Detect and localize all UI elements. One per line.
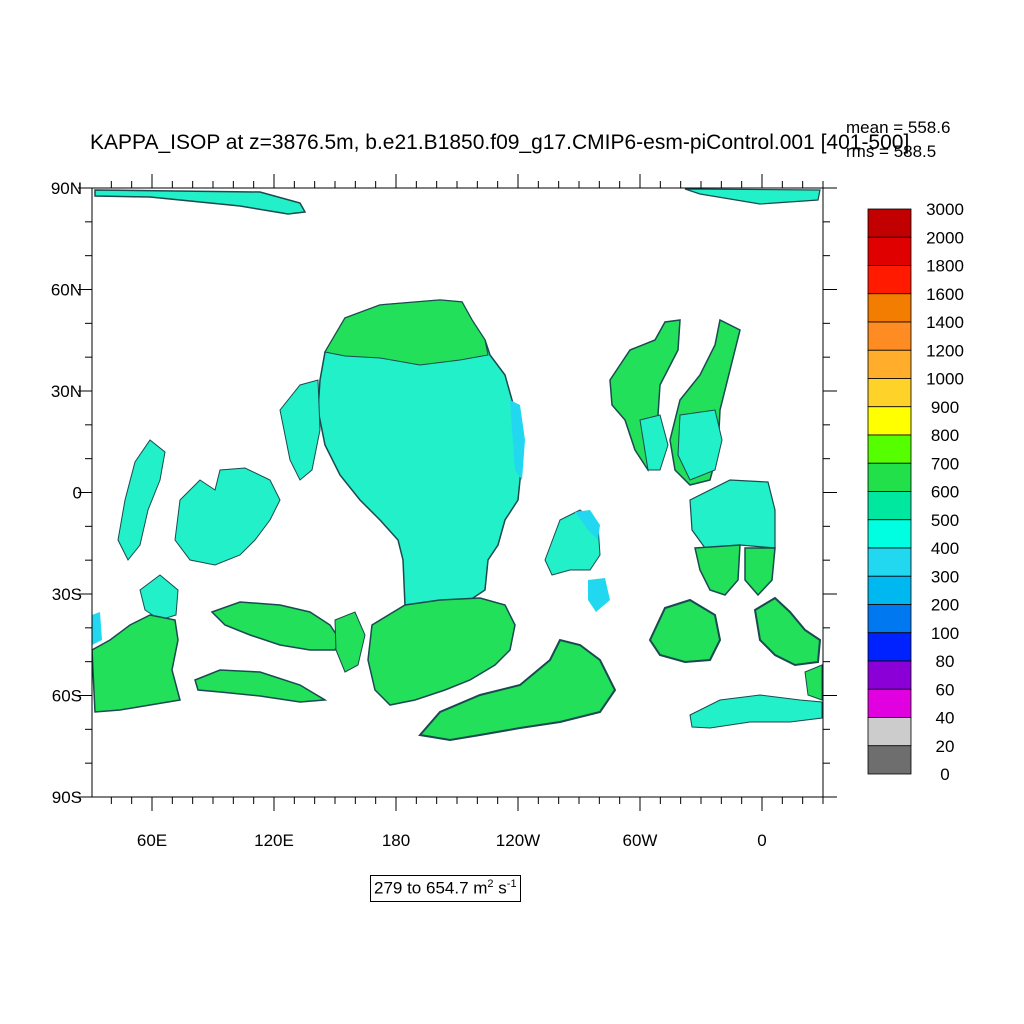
colorbar-swatch (867, 349, 912, 379)
colorbar-label: 300 (931, 567, 959, 586)
region-southern-ocean-1 (194, 669, 328, 703)
colorbar-swatch (867, 236, 912, 266)
colorbar-label: 1000 (926, 370, 964, 389)
region-south-atlantic (648, 598, 722, 664)
axis-tick-labels: 90N 60N 30N 0 30S 60S 90S 60E 120E 180 120W 60W 0 (51, 179, 767, 850)
colorbar-swatch (867, 604, 912, 634)
colorbar-swatch (867, 434, 912, 464)
colorbar-swatch (867, 491, 912, 521)
y-tick-label: 60N (51, 281, 82, 300)
colorbar: 3000200018001600140012001000900800700600… (867, 200, 964, 784)
mean-stat: mean = 558.6 (846, 118, 951, 137)
colorbar-swatch (867, 745, 912, 775)
region-atlantic-low (639, 414, 669, 471)
colorbar-label: 0 (940, 765, 949, 784)
region-southern-ocean-3 (804, 664, 823, 701)
colorbar-swatch (867, 293, 912, 323)
region-southern-band (689, 694, 823, 729)
x-tick-label: 60E (137, 831, 167, 850)
colorbar-swatch (867, 462, 912, 492)
colorbar-label: 900 (931, 398, 959, 417)
range-exp1: 2 (487, 878, 494, 890)
region-north-atlantic (609, 319, 681, 472)
region-west-pacific-3 (117, 439, 166, 561)
region-cyan-fringe-3 (92, 612, 102, 645)
region-south-pacific (367, 597, 516, 706)
y-tick-label: 30N (51, 382, 82, 401)
map-field (92, 188, 823, 742)
y-tick-label: 60S (52, 687, 82, 706)
region-south-atlantic-e (744, 547, 776, 597)
rms-stat: rms = 588.5 (846, 142, 937, 161)
colorbar-label: 500 (931, 511, 959, 530)
colorbar-label: 2000 (926, 228, 964, 247)
y-tick-label: 30S (52, 585, 82, 604)
region-equatorial-atlantic (689, 479, 776, 549)
region-south-pacific-lower (418, 638, 617, 742)
range-text: 279 to 654.7 m (374, 878, 488, 898)
colorbar-swatch (867, 660, 912, 690)
colorbar-swatch (867, 575, 912, 605)
region-south-indian (92, 614, 181, 713)
region-west-pacific-4 (139, 574, 179, 621)
x-tick-label: 0 (757, 831, 766, 850)
region-north-pacific-cap (324, 299, 489, 366)
colorbar-label: 20 (936, 737, 955, 756)
colorbar-swatch (867, 378, 912, 408)
colorbar-swatch (867, 321, 912, 351)
x-tick-label: 180 (382, 831, 410, 850)
region-west-pacific-1 (279, 379, 321, 481)
colorbar-label: 1800 (926, 257, 964, 276)
region-arctic-west (94, 189, 307, 215)
colorbar-swatch (867, 547, 912, 577)
colorbar-label: 40 (936, 709, 955, 728)
region-cyan-fringe-2 (588, 578, 610, 612)
region-arctic-east (684, 188, 821, 205)
x-tick-label: 120W (496, 831, 540, 850)
colorbar-label: 1600 (926, 285, 964, 304)
region-cyan-fringe-1 (510, 400, 525, 480)
x-tick-label: 60W (623, 831, 658, 850)
colorbar-label: 1400 (926, 313, 964, 332)
colorbar-label: 100 (931, 624, 959, 643)
colorbar-swatch (867, 208, 912, 238)
colorbar-swatch (867, 265, 912, 295)
range-label: 279 to 654.7 m2 s-1 (370, 875, 521, 902)
region-caribbean-edge (575, 510, 600, 540)
colorbar-label: 800 (931, 426, 959, 445)
colorbar-label: 60 (936, 680, 955, 699)
region-west-pacific-2 (174, 467, 281, 566)
colorbar-label: 80 (936, 652, 955, 671)
colorbar-swatch (867, 688, 912, 718)
colorbar-swatch (867, 519, 912, 549)
colorbar-label: 400 (931, 539, 959, 558)
y-tick-label: 0 (73, 484, 82, 503)
colorbar-label: 1200 (926, 341, 964, 360)
colorbar-swatch (867, 406, 912, 436)
range-exp2: -1 (506, 878, 517, 890)
y-tick-label: 90S (52, 788, 82, 807)
axis-ticks (78, 174, 837, 811)
colorbar-label: 200 (931, 596, 959, 615)
colorbar-swatch (867, 632, 912, 662)
region-south-atlantic-w (694, 544, 741, 596)
region-south-atlantic-r (753, 596, 822, 667)
x-tick-label: 120E (254, 831, 294, 850)
region-atlantic-low2 (677, 409, 723, 481)
y-tick-label: 90N (51, 179, 82, 198)
colorbar-label: 600 (931, 483, 959, 502)
plot-title: KAPPA_ISOP at z=3876.5m, b.e21.B1850.f09… (90, 131, 910, 154)
region-southern-ocean-2 (334, 611, 366, 673)
range-unit2: s (493, 878, 507, 898)
colorbar-label: 3000 (926, 200, 964, 219)
colorbar-label: 700 (931, 454, 959, 473)
colorbar-swatch (867, 717, 912, 747)
region-tasman (210, 601, 341, 651)
